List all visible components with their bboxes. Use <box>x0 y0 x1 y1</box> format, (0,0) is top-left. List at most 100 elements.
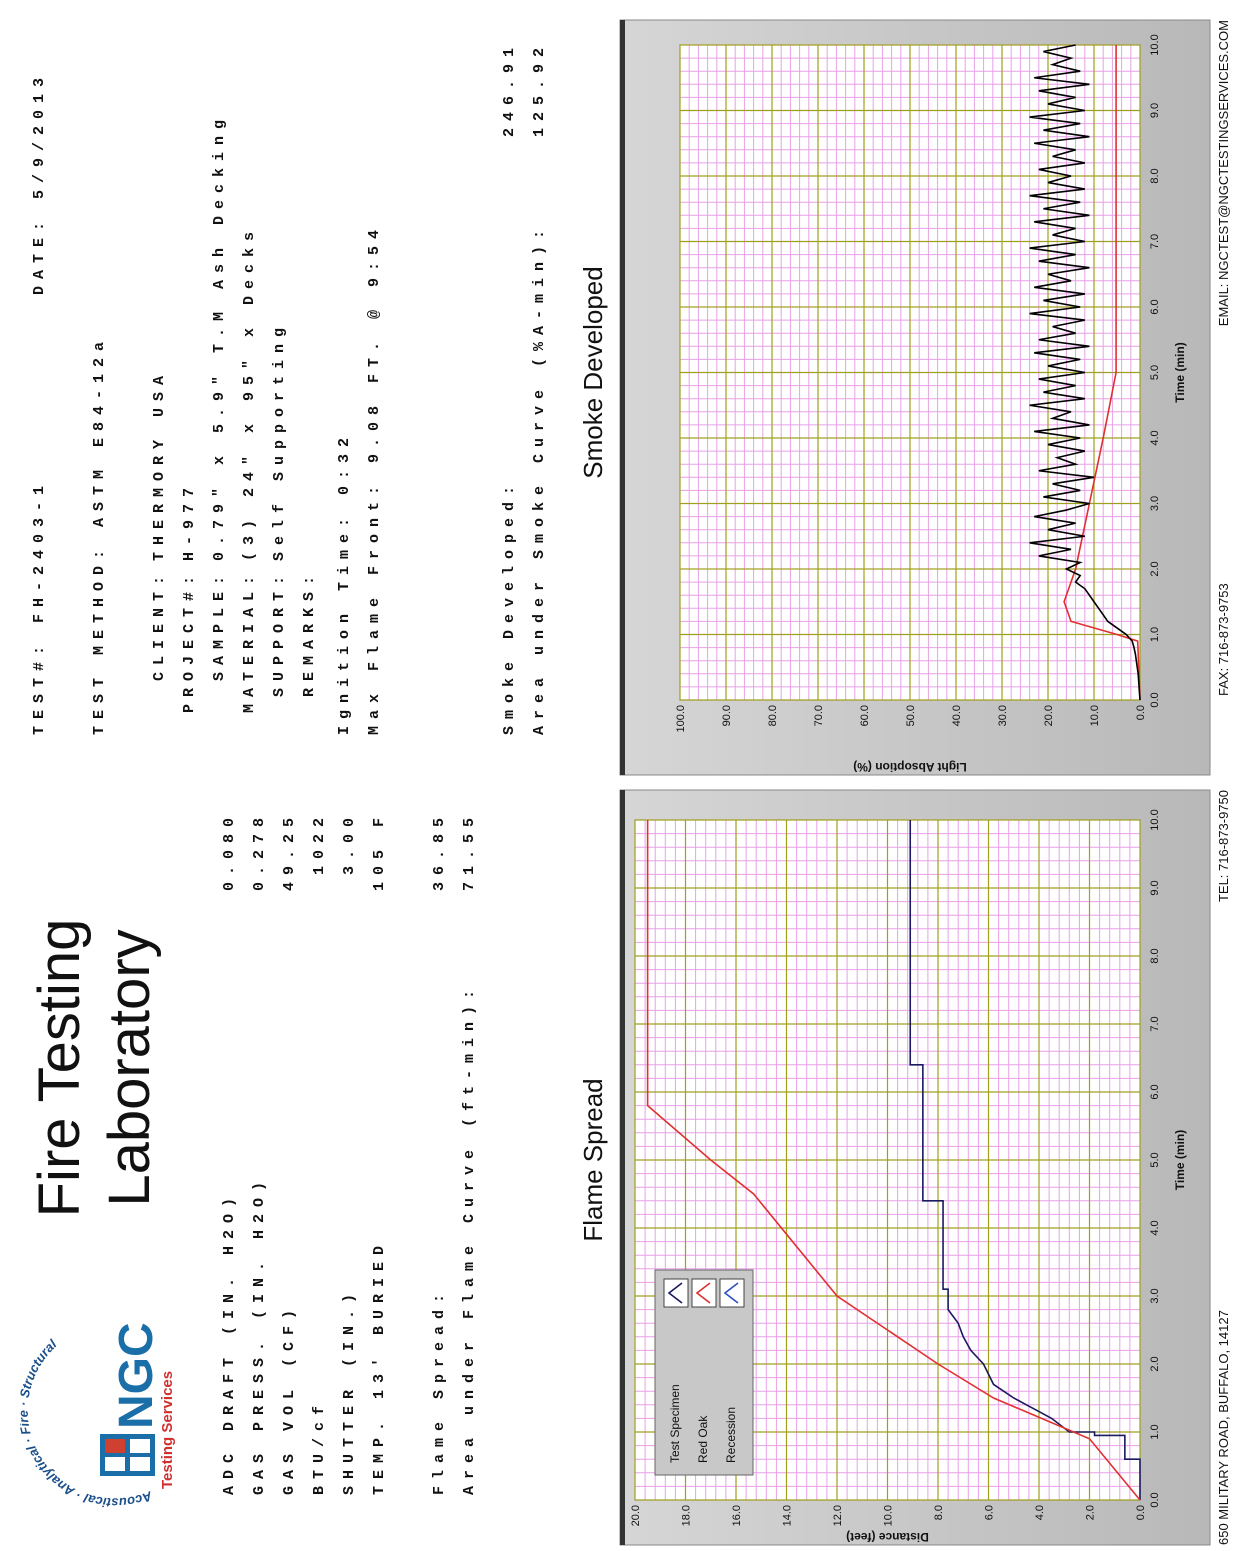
condition-label: GAS PRESS. (IN. H2O) <box>251 1174 268 1495</box>
x-tick-label: 1.0 <box>1149 1424 1161 1439</box>
y-tick-label: 0.0 <box>1135 1505 1147 1520</box>
y-tick-label: 100.0 <box>675 705 687 733</box>
condition-value: 0.080 <box>221 811 238 892</box>
x-tick-label: 10.0 <box>1149 809 1161 830</box>
footer-email: EMAIL: NGCTEST@NGCTESTINGSERVICES.COM <box>1216 20 1231 327</box>
x-tick-label: 3.0 <box>1149 1288 1161 1303</box>
field-label: MATERIAL: <box>241 569 258 714</box>
chart-panel <box>619 789 1211 1546</box>
x-tick-label: 2.0 <box>1149 1356 1161 1371</box>
y-tick-label: 4.0 <box>1034 1505 1046 1520</box>
test-number: TEST#: FH-2403-1 <box>31 478 48 735</box>
condition-label: GAS VOL (CF) <box>281 1302 298 1495</box>
page-title: Fire Testing <box>27 918 92 1218</box>
x-tick-label: 9.0 <box>1149 103 1161 118</box>
field-label: SAMPLE: <box>211 569 228 682</box>
y-tick-label: 14.0 <box>782 1505 794 1526</box>
x-tick-label: 2.0 <box>1149 561 1161 576</box>
field-value: (3) 24" x 95" x Decks <box>241 224 258 561</box>
y-tick-label: 12.0 <box>832 1505 844 1526</box>
result-value: 246.91 <box>501 41 518 138</box>
condition-value: 105 F <box>371 811 388 892</box>
logo-icon-part <box>130 1457 150 1471</box>
legend-label: Test Specimen <box>668 1384 682 1463</box>
series-line <box>646 820 1141 1501</box>
plot-area <box>634 819 1141 1501</box>
field-label: SUPPORT: <box>271 569 288 698</box>
legend-swatch-box <box>663 1278 689 1308</box>
condition-value: 1022 <box>311 811 328 876</box>
x-tick-label: 8.0 <box>1149 168 1161 183</box>
legend-label: Red Oak <box>696 1415 710 1463</box>
result-label: Area under Flame Curve (ft-min): <box>461 982 478 1495</box>
series-line <box>1029 44 1141 701</box>
x-tick-label: 7.0 <box>1149 1016 1161 1031</box>
y-tick-label: 6.0 <box>984 1505 996 1520</box>
legend-swatch-box <box>691 1278 717 1308</box>
test-date: DATE: 5/9/2013 <box>31 71 48 296</box>
x-tick-label: 0.0 <box>1149 1492 1161 1507</box>
y-tick-label: 10.0 <box>1089 705 1101 726</box>
result-label: Flame Spread: <box>431 1286 448 1495</box>
x-tick-label: 8.0 <box>1149 948 1161 963</box>
result-value: 36.85 <box>431 811 448 892</box>
field-value: THERMORY USA <box>151 368 168 561</box>
result-value: 125.92 <box>531 41 548 138</box>
footer-address: 650 MILITARY ROAD, BUFFALO, 14127 <box>1216 1310 1231 1545</box>
y-axis-label: Distance (feet) <box>846 1530 929 1544</box>
x-tick-label: 1.0 <box>1149 627 1161 642</box>
x-axis-label: Time (min) <box>1173 342 1187 402</box>
y-tick-label: 2.0 <box>1085 1505 1097 1520</box>
x-axis-label: Time (min) <box>1173 1130 1187 1190</box>
x-tick-label: 7.0 <box>1149 234 1161 249</box>
condition-label: TEMP. 13' BURIED <box>371 1238 388 1495</box>
x-tick-label: 6.0 <box>1149 299 1161 314</box>
field-label: PROJECT#: <box>181 569 198 714</box>
logo-icon-part <box>130 1439 150 1453</box>
y-tick-label: 70.0 <box>813 705 825 726</box>
chart-title: Flame Spread <box>578 1078 608 1241</box>
footer-fax: FAX: 716-873-9753 <box>1216 583 1231 696</box>
series-line <box>909 820 1141 1500</box>
y-tick-label: 40.0 <box>951 705 963 726</box>
legend-swatch <box>723 1282 739 1304</box>
x-tick-label: 10.0 <box>1149 34 1161 55</box>
result-value: 71.55 <box>461 811 478 892</box>
y-tick-label: 60.0 <box>859 705 871 726</box>
footer-tel: TEL: 716-873-9750 <box>1216 790 1231 903</box>
x-tick-label: 0.0 <box>1149 692 1161 707</box>
y-tick-label: 10.0 <box>883 1505 895 1526</box>
x-tick-label: 5.0 <box>1149 365 1161 380</box>
y-tick-label: 80.0 <box>767 705 779 726</box>
y-tick-label: 90.0 <box>721 705 733 726</box>
y-tick-label: 50.0 <box>905 705 917 726</box>
panel-top-bar <box>620 790 625 1545</box>
plot-area <box>679 44 1141 701</box>
condition-label: SHUTTER (IN.) <box>341 1286 358 1495</box>
x-tick-label: 5.0 <box>1149 1152 1161 1167</box>
field-value: Self Supporting <box>271 320 288 561</box>
condition-label: BTU/cf <box>311 1398 328 1495</box>
y-axis-label: Light Absoption (%) <box>853 760 967 774</box>
result-label: Smoke Developed: <box>501 478 518 735</box>
y-tick-label: 8.0 <box>933 1505 945 1520</box>
y-tick-label: 20.0 <box>630 1505 642 1526</box>
x-tick-label: 3.0 <box>1149 496 1161 511</box>
logo: Acoustical · Analytical · Fire · Structu… <box>20 1322 176 1510</box>
page-title: Laboratory <box>97 929 162 1207</box>
x-tick-label: 4.0 <box>1149 1220 1161 1235</box>
chart-panel <box>619 19 1211 776</box>
max-flame-front: Max Flame Front: 9.08 FT. @ 9:54 <box>366 222 383 735</box>
y-tick-label: 16.0 <box>731 1505 743 1526</box>
legend-label: Recession <box>724 1407 738 1463</box>
logo-name: NGC <box>110 1322 163 1429</box>
logo-tagline: Testing Services <box>159 1371 176 1489</box>
x-tick-label: 6.0 <box>1149 1084 1161 1099</box>
legend-swatch-box <box>719 1278 745 1308</box>
legend-swatch <box>667 1282 683 1304</box>
logo-icon-part <box>105 1457 125 1471</box>
condition-value: 3.00 <box>341 811 358 876</box>
chart-title: Smoke Developed <box>578 266 608 478</box>
field-value: H-977 <box>181 480 198 561</box>
